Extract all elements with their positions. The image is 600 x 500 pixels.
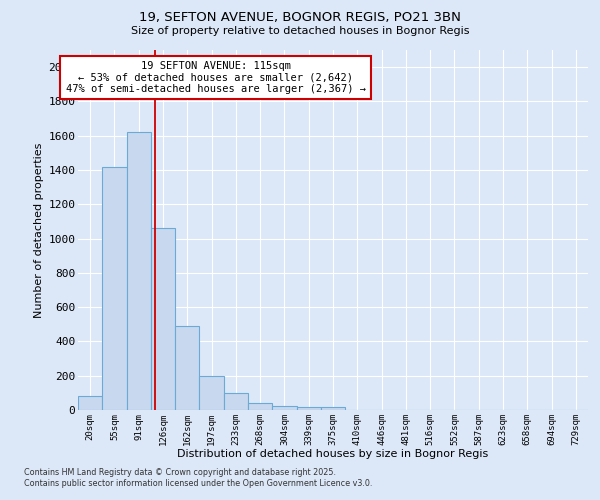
Bar (321, 406, 345, 410)
Text: 19 SEFTON AVENUE: 115sqm
← 53% of detached houses are smaller (2,642)
47% of sem: 19 SEFTON AVENUE: 115sqm ← 53% of detach… (66, 61, 366, 94)
Bar (102, 166, 127, 410)
Bar (175, 326, 199, 410)
Text: Contains HM Land Registry data © Crown copyright and database right 2025.
Contai: Contains HM Land Registry data © Crown c… (24, 468, 373, 487)
Bar (296, 406, 321, 410)
Bar (248, 403, 272, 410)
Bar (199, 376, 224, 410)
Text: Size of property relative to detached houses in Bognor Regis: Size of property relative to detached ho… (131, 26, 469, 36)
Bar (224, 393, 248, 410)
Y-axis label: Number of detached properties: Number of detached properties (34, 142, 44, 318)
Bar (272, 406, 296, 410)
Text: 19, SEFTON AVENUE, BOGNOR REGIS, PO21 3BN: 19, SEFTON AVENUE, BOGNOR REGIS, PO21 3B… (139, 11, 461, 24)
Bar (127, 132, 151, 410)
Bar (78, 396, 102, 410)
Bar (151, 228, 175, 410)
X-axis label: Distribution of detached houses by size in Bognor Regis: Distribution of detached houses by size … (178, 449, 488, 459)
